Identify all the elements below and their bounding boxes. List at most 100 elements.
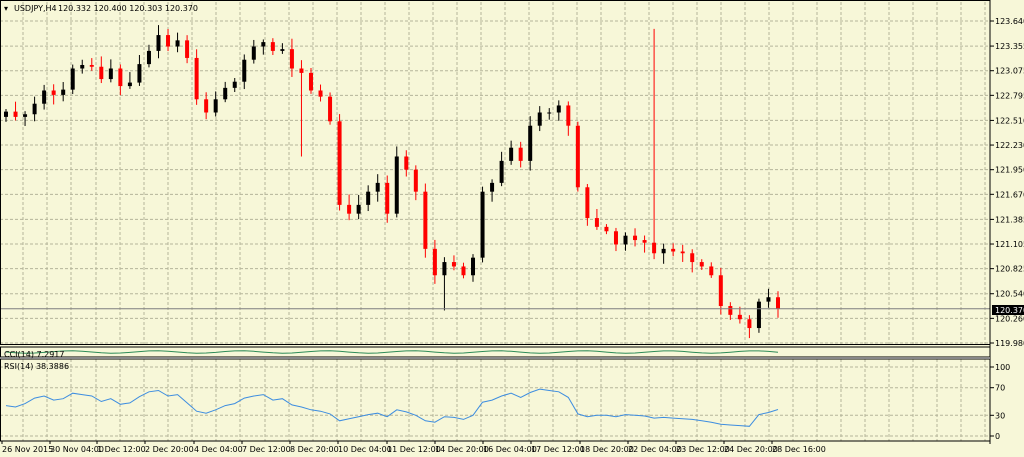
candle-bull — [156, 35, 161, 51]
candle-bear — [585, 187, 590, 219]
candle-bear — [728, 306, 733, 315]
time-tick-label: 28 Dec 16:00 — [772, 445, 826, 454]
candle-bear — [776, 297, 780, 309]
time-tick-label: 2 Dec 20:00 — [145, 445, 194, 454]
candle-bear — [328, 96, 333, 122]
candle-bear — [451, 262, 456, 267]
candle-bull — [23, 114, 28, 117]
panel-frames — [0, 0, 991, 444]
price-tick-label: 120.540 — [995, 290, 1024, 299]
candle-bear — [385, 182, 390, 214]
candle-bull — [280, 49, 285, 51]
candle-bear — [99, 66, 104, 80]
candle-bear — [404, 156, 409, 170]
rsi-tick-label: 30 — [995, 411, 1005, 420]
candle-bull — [251, 46, 256, 60]
time-tick-label: 24 Dec 20:00 — [724, 445, 778, 454]
candle-bear — [680, 251, 685, 254]
candle-bull — [661, 248, 666, 254]
time-tick-label: 14 Dec 20:00 — [435, 445, 489, 454]
candle-bull — [223, 87, 228, 100]
candle-bull — [80, 64, 85, 69]
candle-bull — [61, 89, 66, 95]
candle-bull — [242, 59, 247, 82]
candle-bear — [423, 191, 428, 249]
candle-bear — [347, 204, 352, 214]
price-axis: 123.640 123.355 123.075 122.795 122.510 122.2… — [990, 17, 1024, 348]
candle-bull — [528, 125, 533, 161]
cci-line — [5, 350, 779, 354]
time-tick-label: 17 Dec 12:00 — [531, 445, 585, 454]
candle-bull — [756, 301, 761, 329]
candle-bear — [566, 105, 571, 126]
chart-grid — [0, 2, 990, 441]
candle-bear — [289, 49, 294, 69]
candle-bear — [337, 121, 342, 205]
rsi-label: RSI(14) 38.3886 — [4, 362, 69, 371]
candle-bull — [42, 90, 47, 104]
candle-bear — [270, 42, 275, 51]
candle-bear — [709, 266, 714, 276]
candle-bull — [442, 262, 447, 276]
candle-bull — [127, 82, 132, 87]
candle-bear — [613, 231, 618, 245]
time-tick-label: 8 Dec 20:00 — [290, 445, 339, 454]
candle-bull — [32, 103, 37, 115]
candle-bull — [70, 68, 75, 90]
price-tick-label: 120.825 — [995, 265, 1024, 274]
cci-label: CCI(14) 7.2917 — [4, 350, 65, 359]
chart-ohlc: 120.332 120.400 120.303 120.370 — [58, 4, 198, 13]
candle-bull — [547, 112, 552, 114]
candle-bull — [232, 81, 237, 88]
candle-bear — [204, 99, 209, 113]
rsi-tick-label: 0 — [995, 432, 1000, 441]
time-tick-label: 18 Dec 20:00 — [580, 445, 634, 454]
price-tick-label: 121.950 — [995, 166, 1024, 175]
current-price-label: 120.370 — [995, 306, 1024, 315]
time-tick-label: 22 Dec 04:00 — [628, 445, 682, 454]
candle-bull — [490, 182, 495, 192]
candle-bear — [652, 242, 657, 254]
time-tick-label: 7 Dec 12:00 — [242, 445, 291, 454]
candle-bear — [461, 266, 466, 276]
chart-menu-arrow[interactable]: ▾ — [4, 4, 8, 13]
time-tick-label: 30 Nov 04:00 — [50, 445, 104, 454]
candle-bear — [594, 218, 599, 227]
candle-bear — [13, 111, 18, 117]
price-tick-label: 123.355 — [995, 42, 1024, 51]
candle-bull — [366, 191, 371, 205]
candle-bull — [146, 50, 151, 65]
price-tick-label: 122.795 — [995, 91, 1024, 100]
candle-bull — [509, 147, 514, 161]
candle-bear — [737, 314, 742, 320]
candle-bear — [633, 235, 638, 241]
time-tick-label: 1 Dec 12:00 — [97, 445, 146, 454]
price-tick-label: 121.385 — [995, 215, 1024, 224]
candle-bear — [89, 64, 94, 67]
candle-bear — [194, 57, 199, 100]
candle-bear — [642, 240, 647, 243]
time-tick-label: 16 Dec 04:00 — [483, 445, 537, 454]
candle-bear — [671, 248, 676, 252]
time-tick-label: 10 Dec 04:00 — [338, 445, 392, 454]
candle-bear — [185, 40, 190, 58]
chart-title: USDJPY,H4 — [14, 4, 57, 13]
candle-bear — [299, 68, 304, 73]
candle-bull — [356, 204, 361, 214]
candle-bull — [623, 235, 628, 245]
candle-bull — [556, 105, 561, 113]
candle-bull — [480, 191, 485, 258]
candle-bear — [432, 248, 437, 276]
candle-bull — [471, 257, 476, 276]
price-tick-label: 122.230 — [995, 141, 1024, 150]
candle-bull — [175, 40, 180, 47]
price-tick-label: 121.670 — [995, 190, 1024, 199]
rsi-axis: 100 70 30 0 — [990, 363, 1010, 441]
panel-separator — [0, 357, 990, 359]
time-tick-label: 11 Dec 12:00 — [387, 445, 441, 454]
time-tick-label: 26 Nov 2015 — [2, 445, 53, 454]
rsi-line — [5, 388, 779, 427]
